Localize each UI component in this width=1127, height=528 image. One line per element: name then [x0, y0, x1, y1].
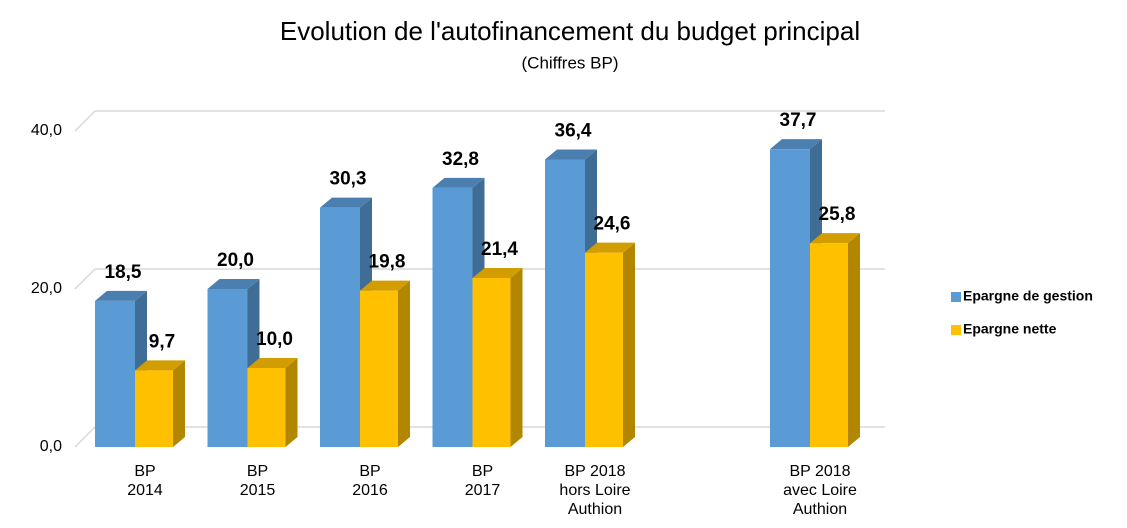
value-label: 19,8	[369, 252, 406, 273]
legend-swatch	[951, 292, 961, 302]
bar-face	[320, 207, 360, 447]
y-tick-label: 40,0	[31, 122, 62, 139]
bar-face	[623, 242, 635, 447]
bar-face	[510, 267, 523, 447]
value-label: 37,7	[780, 110, 817, 131]
bar-face	[545, 149, 597, 160]
bar-face	[173, 360, 185, 447]
value-label: 24,6	[594, 214, 631, 235]
bar	[360, 280, 410, 447]
bar-face	[770, 139, 822, 150]
bar-face	[320, 197, 372, 208]
chart-title: Evolution de l'autofinancement du budget…	[280, 16, 860, 46]
bar-face	[247, 358, 298, 368]
value-label: 9,7	[149, 331, 175, 352]
bar	[472, 267, 523, 447]
chart-subtitle: (Chiffres BP)	[522, 53, 619, 72]
y-tick-label: 20,0	[31, 280, 62, 297]
bar-face	[247, 368, 286, 447]
bar	[135, 360, 185, 447]
bar-face	[360, 290, 398, 447]
bar-face	[585, 252, 623, 447]
value-label: 20,0	[217, 250, 254, 271]
bar-face	[472, 277, 511, 447]
bar	[585, 242, 635, 447]
value-label: 21,4	[481, 239, 518, 260]
bar-face	[545, 159, 585, 447]
x-tick-label: BP 2016	[352, 463, 388, 499]
x-tick-label: BP 2018 hors Loire Authion	[559, 463, 631, 518]
bar-face	[432, 177, 485, 188]
bar-face	[207, 279, 260, 289]
bar-face	[135, 370, 173, 447]
value-label: 32,8	[442, 149, 479, 170]
bar-face	[360, 280, 410, 291]
value-label: 30,3	[330, 169, 367, 190]
bar-face	[95, 300, 135, 447]
grid-line	[74, 110, 885, 132]
value-label: 25,8	[819, 204, 856, 225]
bar-face	[207, 289, 248, 447]
bar	[247, 358, 298, 447]
bar	[810, 233, 860, 447]
bar-face	[432, 187, 473, 447]
bar-face	[285, 358, 298, 447]
bar-face	[95, 290, 147, 301]
x-tick-label: BP 2017	[464, 463, 501, 499]
bar-face	[585, 242, 635, 253]
x-tick-label: BP 2018 avec Loire Authion	[783, 463, 857, 518]
bar-face	[135, 360, 185, 371]
bar-face	[810, 243, 848, 447]
bar-face	[398, 280, 410, 447]
x-tick-label: BP 2015	[239, 463, 276, 499]
value-label: 18,5	[105, 262, 142, 283]
x-tick-label: BP 2014	[127, 463, 163, 499]
bar-face	[472, 267, 523, 278]
value-label: 10,0	[256, 329, 293, 350]
bar-face	[848, 233, 860, 447]
legend-label: Epargne nette	[963, 321, 1057, 337]
y-tick-label: 0,0	[40, 438, 62, 455]
legend-swatch	[951, 325, 961, 335]
bar-face	[770, 149, 810, 448]
value-label: 36,4	[555, 120, 592, 141]
legend-label: Epargne de gestion	[963, 288, 1093, 304]
bar-face	[810, 233, 860, 244]
